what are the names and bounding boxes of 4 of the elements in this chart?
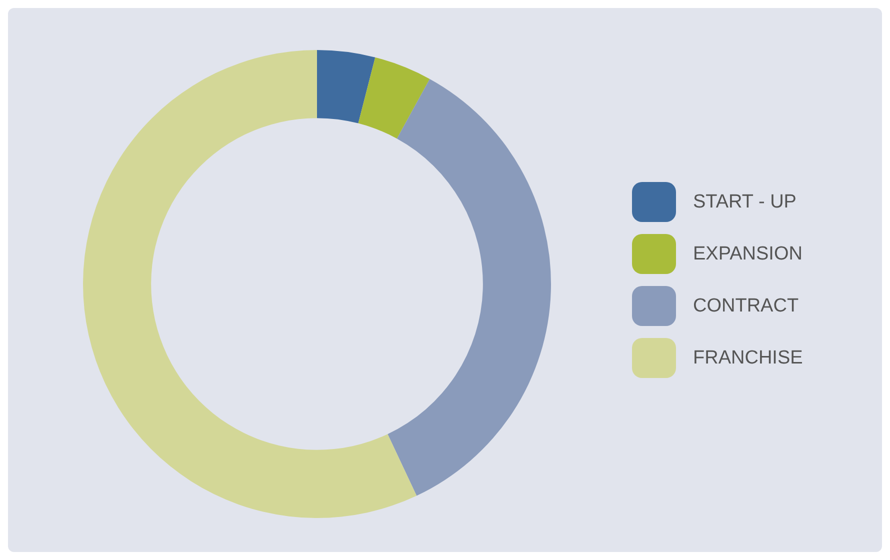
legend-label: CONTRACT [693, 296, 799, 316]
legend-label: START - UP [693, 192, 796, 212]
legend-label: FRANCHISE [693, 348, 803, 368]
legend-label: EXPANSION [693, 244, 802, 264]
